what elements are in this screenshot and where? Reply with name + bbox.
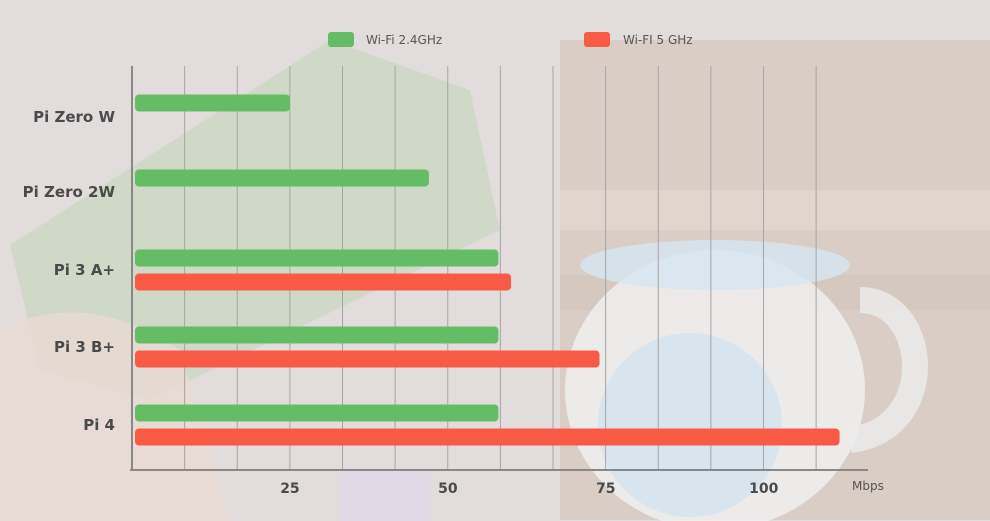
bar-pi-3-b+-2-4ghz bbox=[135, 326, 499, 344]
axes bbox=[130, 66, 868, 471]
bar-pi-3-b+-5ghz bbox=[135, 350, 600, 368]
legend: Wi-Fi 2.4GHz Wi-FI 5 GHz bbox=[328, 32, 693, 47]
category-label-pi-3-b+: Pi 3 B+ bbox=[54, 338, 115, 356]
legend-swatch-2-4ghz bbox=[328, 32, 354, 47]
bar-pi-zero-2w-2-4ghz bbox=[135, 169, 429, 187]
bar-pi-4-5ghz bbox=[135, 428, 840, 446]
category-label-pi-zero-2w: Pi Zero 2W bbox=[23, 183, 116, 201]
legend-swatch-5ghz bbox=[584, 32, 610, 47]
x-tick-label-100: 100 bbox=[749, 481, 778, 497]
category-label-pi-4: Pi 4 bbox=[83, 416, 115, 434]
x-axis-unit-label: Mbps bbox=[852, 479, 884, 493]
x-tick-label-75: 75 bbox=[596, 481, 615, 497]
category-label-pi-zero-w: Pi Zero W bbox=[33, 108, 115, 126]
x-tick-label-50: 50 bbox=[438, 481, 458, 497]
bar-pi-3-a+-2-4ghz bbox=[135, 249, 499, 267]
category-labels: Pi Zero W Pi Zero 2W Pi 3 A+ Pi 3 B+ Pi 4 bbox=[23, 108, 116, 434]
grid-lines bbox=[184, 66, 817, 470]
legend-label-5ghz: Wi-FI 5 GHz bbox=[623, 33, 693, 47]
legend-label-2-4ghz: Wi-Fi 2.4GHz bbox=[366, 33, 442, 47]
category-label-pi-3-a+: Pi 3 A+ bbox=[54, 261, 115, 279]
bar-pi-3-a+-5ghz bbox=[135, 273, 512, 291]
x-tick-label-25: 25 bbox=[280, 481, 299, 497]
x-tick-labels: 25 50 75 100 bbox=[280, 481, 778, 497]
bar-pi-4-2-4ghz bbox=[135, 404, 499, 422]
bar-pi-zero-w-2-4ghz bbox=[135, 94, 290, 112]
bars bbox=[135, 94, 840, 446]
